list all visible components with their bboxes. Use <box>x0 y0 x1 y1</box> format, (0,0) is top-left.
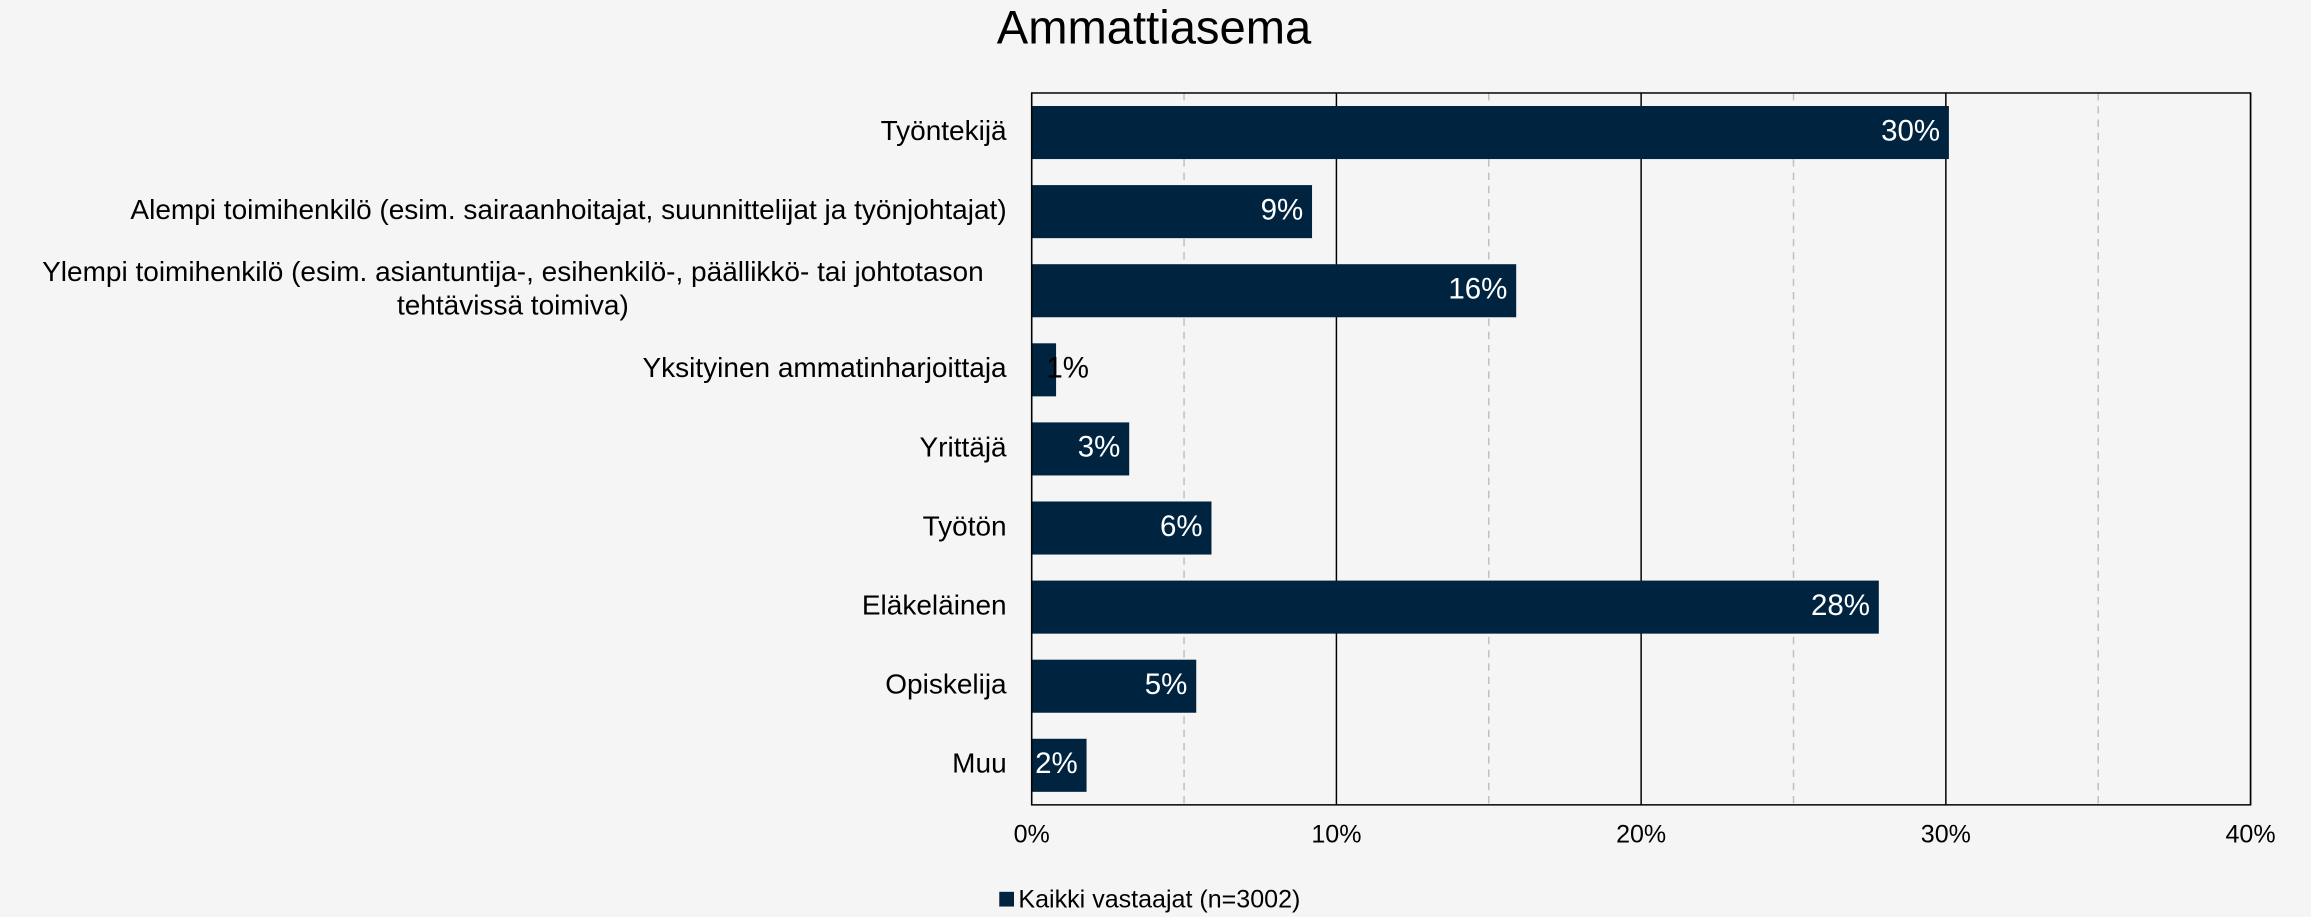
y-tick-label: Työntekijä <box>881 115 1007 146</box>
x-tick-label: 40% <box>2226 820 2276 848</box>
bar <box>1031 580 1879 634</box>
data-label: 5% <box>1145 668 1188 701</box>
y-tick-label: Ylempi toimihenkilö (esim. asiantuntija-… <box>42 256 984 321</box>
data-label: 6% <box>1160 510 1203 543</box>
legend-label: Kaikki vastaajat (n=3002) <box>1018 885 1300 913</box>
chart-title: Ammattiasema <box>997 1 1312 54</box>
data-label: 28% <box>1811 589 1870 622</box>
data-label: 30% <box>1881 114 1940 147</box>
bar <box>1031 659 1197 713</box>
y-tick-label: Eläkeläinen <box>862 590 1007 621</box>
y-tick-label: Yrittäjä <box>919 431 1007 462</box>
data-label: 16% <box>1448 273 1507 306</box>
bar <box>1031 422 1130 476</box>
y-tick-label: Työtön <box>923 510 1007 541</box>
data-label: 2% <box>1035 747 1078 780</box>
bar <box>1031 185 1313 239</box>
bar <box>1031 106 1949 160</box>
data-label: 3% <box>1078 431 1121 464</box>
data-label: 9% <box>1261 193 1304 226</box>
x-tick-label: 30% <box>1921 820 1971 848</box>
bar <box>1031 343 1057 397</box>
y-tick-label: Alempi toimihenkilö (esim. sairaanhoitaj… <box>130 194 1006 225</box>
y-tick-label: Yksityinen ammatinharjoittaja <box>642 352 1007 383</box>
bar <box>1031 738 1087 792</box>
x-tick-label: 20% <box>1616 820 1666 848</box>
x-tick-label: 0% <box>1014 820 1050 848</box>
data-label: 1% <box>1046 352 1089 385</box>
y-tick-label: Muu <box>952 748 1006 779</box>
plot-border <box>1030 92 2252 806</box>
y-tick-label: Opiskelija <box>885 669 1007 700</box>
x-tick-label: 10% <box>1311 820 1361 848</box>
legend-swatch <box>999 891 1015 907</box>
bar <box>1031 264 1517 318</box>
bar <box>1031 501 1212 555</box>
